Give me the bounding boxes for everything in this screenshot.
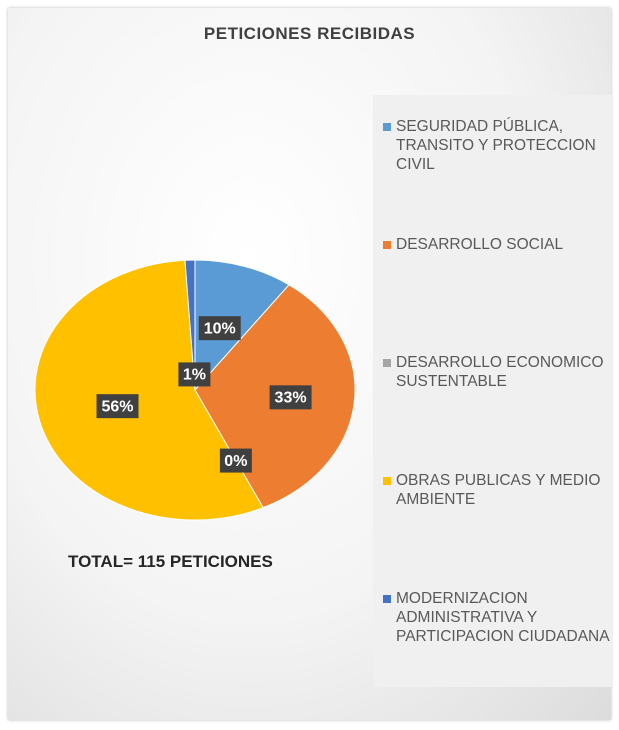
legend-item: MODERNIZACION ADMINISTRATIVA Y PARTICIPA… xyxy=(383,589,619,646)
chart-title: PETICIONES RECIBIDAS xyxy=(203,24,416,43)
legend-label: DESARROLLO ECONOMICO SUSTENTABLE xyxy=(396,354,604,390)
data-label-bg xyxy=(96,394,139,419)
legend: SEGURIDAD PÚBLICA, TRANSITO Y PROTECCION… xyxy=(373,95,613,687)
legend-item: SEGURIDAD PÚBLICA, TRANSITO Y PROTECCION… xyxy=(383,117,619,174)
legend-item: OBRAS PUBLICAS Y MEDIO AMBIENTE xyxy=(383,471,619,509)
legend-swatch xyxy=(383,477,391,485)
legend-swatch xyxy=(383,595,391,603)
data-label: 10% xyxy=(204,320,236,337)
data-label: 0% xyxy=(224,453,247,470)
pie-slice xyxy=(194,259,290,392)
data-label: 1% xyxy=(183,367,206,384)
legend-item: DESARROLLO ECONOMICO SUSTENTABLE xyxy=(383,353,619,391)
legend-swatch xyxy=(383,359,391,367)
legend-label: OBRAS PUBLICAS Y MEDIO AMBIENTE xyxy=(396,472,601,508)
data-label: 56% xyxy=(101,398,133,415)
data-label-bg xyxy=(269,385,312,410)
data-label-bg xyxy=(198,316,241,341)
data-label: 33% xyxy=(275,390,307,407)
legend-label: SEGURIDAD PÚBLICA, TRANSITO Y PROTECCION… xyxy=(396,118,596,173)
legend-swatch xyxy=(383,123,391,131)
data-label-bg xyxy=(178,362,211,387)
legend-item: DESARROLLO SOCIAL xyxy=(383,235,619,254)
pie-slice xyxy=(34,259,264,521)
annotation: TOTAL= 115 PETICIONES xyxy=(68,552,273,571)
data-label-bg xyxy=(219,448,252,473)
legend-label: DESARROLLO SOCIAL xyxy=(396,236,564,253)
legend-swatch xyxy=(383,241,391,249)
pie-slice xyxy=(184,259,196,391)
legend-label: MODERNIZACION ADMINISTRATIVA Y PARTICIPA… xyxy=(396,590,610,645)
